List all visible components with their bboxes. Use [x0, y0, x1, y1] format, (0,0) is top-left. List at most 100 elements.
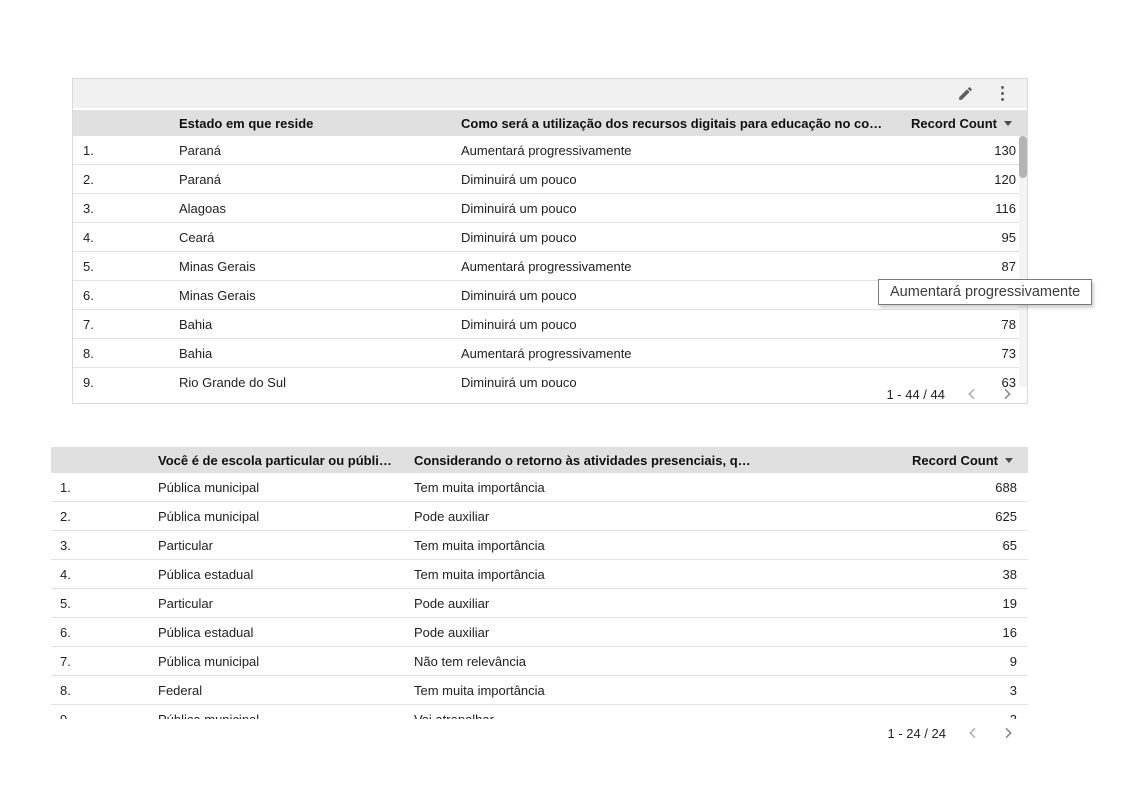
table1-header-row: Estado em que reside Como será a utiliza…	[73, 110, 1027, 136]
row-index: 8.	[60, 682, 71, 698]
record-count-cell: 120	[994, 171, 1016, 187]
estado-cell: Minas Gerais	[179, 258, 256, 274]
prev-page-icon[interactable]	[964, 386, 980, 402]
table1-pagination: 1 - 44 / 44	[886, 386, 1015, 402]
cell-hover-tooltip: Aumentará progressivamente	[878, 279, 1093, 305]
table1-header-estado[interactable]: Estado em que reside	[179, 115, 314, 131]
row-index: 3.	[83, 200, 94, 216]
record-count-cell: 3	[1009, 711, 1017, 720]
row-index: 4.	[83, 229, 94, 245]
resposta-cell: Tem muita importância	[414, 566, 545, 582]
estado-cell: Ceará	[179, 229, 215, 245]
record-count-cell: 19	[1002, 595, 1017, 611]
estado-cell: Paraná	[179, 142, 221, 158]
row-index: 8.	[83, 345, 94, 361]
row-index: 5.	[60, 595, 71, 611]
record-count-cell: 130	[994, 142, 1016, 158]
record-count-cell: 3	[1009, 682, 1017, 698]
table-row[interactable]: 6. Pública estadual Pode auxiliar 16	[51, 618, 1028, 647]
estado-cell: Bahia	[179, 345, 213, 361]
sort-desc-icon	[1005, 457, 1013, 463]
row-index: 4.	[60, 566, 71, 582]
table-row[interactable]: 3. Particular Tem muita importância 65	[51, 531, 1028, 560]
record-count-cell: 625	[995, 508, 1017, 524]
estado-cell: Minas Gerais	[179, 287, 256, 303]
escola-cell: Pública municipal	[158, 711, 260, 720]
table-chart-escola: Você é de escola particular ou públi… Co…	[51, 447, 1028, 747]
table-row[interactable]: 1. Paraná Aumentará progressivamente 130	[73, 136, 1027, 165]
table-row[interactable]: 7. Pública municipal Não tem relevância …	[51, 647, 1028, 676]
table-row[interactable]: 3. Alagoas Diminuirá um pouco 116	[73, 194, 1027, 223]
table1-body: 1. Paraná Aumentará progressivamente 130…	[73, 136, 1027, 387]
escola-cell: Particular	[158, 595, 213, 611]
resposta-cell: Tem muita importância	[414, 537, 545, 553]
table-row[interactable]: 9. Rio Grande do Sul Diminuirá um pouco …	[73, 368, 1027, 387]
row-index: 9.	[60, 711, 71, 720]
resposta-cell: Vai atrapalhar	[414, 711, 494, 720]
record-count-cell: 116	[995, 200, 1016, 216]
table-row[interactable]: 9. Pública municipal Vai atrapalhar 3	[51, 705, 1028, 719]
table-row[interactable]: 2. Paraná Diminuirá um pouco 120	[73, 165, 1027, 194]
table-row[interactable]: 5. Particular Pode auxiliar 19	[51, 589, 1028, 618]
page-range-label: 1 - 24 / 24	[887, 725, 946, 741]
record-count-cell: 16	[1002, 624, 1017, 640]
row-index: 5.	[83, 258, 94, 274]
escola-cell: Pública estadual	[158, 566, 254, 582]
row-index: 6.	[83, 287, 94, 303]
resposta-cell: Diminuirá um pouco	[461, 229, 577, 245]
record-count-cell: 73	[1001, 345, 1016, 361]
table-row[interactable]: 4. Pública estadual Tem muita importânci…	[51, 560, 1028, 589]
table2-header-row: Você é de escola particular ou públi… Co…	[51, 447, 1028, 473]
escola-cell: Pública estadual	[158, 624, 254, 640]
chart-toolbar	[73, 79, 1027, 108]
estado-cell: Paraná	[179, 171, 221, 187]
estado-cell: Bahia	[179, 316, 213, 332]
vertical-scrollbar-thumb[interactable]	[1019, 136, 1027, 178]
table2-header-record-count[interactable]: Record Count	[888, 453, 1028, 468]
escola-cell: Federal	[158, 682, 203, 698]
sort-desc-icon	[1004, 120, 1012, 126]
estado-cell: Alagoas	[179, 200, 226, 216]
table2-body: 1. Pública municipal Tem muita importânc…	[51, 473, 1028, 719]
row-index: 1.	[83, 142, 94, 158]
resposta-cell: Pode auxiliar	[414, 624, 490, 640]
table-row[interactable]: 4. Ceará Diminuirá um pouco 95	[73, 223, 1027, 252]
resposta-cell: Diminuirá um pouco	[461, 200, 577, 216]
table-row[interactable]: 6. Minas Gerais Diminuirá um pouco	[73, 281, 1027, 310]
resposta-cell: Aumentará progressivamente	[461, 142, 632, 158]
row-index: 7.	[60, 653, 71, 669]
table1-header-record-count[interactable]: Record Count	[887, 116, 1027, 131]
estado-cell: Rio Grande do Sul	[179, 374, 286, 388]
table-row[interactable]: 8. Federal Tem muita importância 3	[51, 676, 1028, 705]
record-count-cell: 9	[1009, 653, 1017, 669]
table-row[interactable]: 1. Pública municipal Tem muita importânc…	[51, 473, 1028, 502]
resposta-cell: Pode auxiliar	[414, 595, 490, 611]
table-chart-estado: Estado em que reside Como será a utiliza…	[72, 78, 1028, 404]
prev-page-icon[interactable]	[965, 725, 981, 741]
toolbar-divider	[73, 108, 1027, 110]
table-row[interactable]: 5. Minas Gerais Aumentará progressivamen…	[73, 252, 1027, 281]
escola-cell: Pública municipal	[158, 653, 260, 669]
table1-header-recursos[interactable]: Como será a utilização dos recursos digi…	[461, 115, 883, 131]
record-count-cell: 87	[1001, 258, 1016, 274]
row-index: 2.	[60, 508, 71, 524]
table2-header-escola[interactable]: Você é de escola particular ou públi…	[158, 452, 392, 468]
record-count-cell: 65	[1002, 537, 1017, 553]
more-options-icon[interactable]	[998, 84, 1008, 104]
row-index: 2.	[83, 171, 94, 187]
resposta-cell: Diminuirá um pouco	[461, 316, 577, 332]
table2-header-retorno[interactable]: Considerando o retorno às atividades pre…	[414, 452, 751, 468]
row-index: 9.	[83, 374, 94, 388]
resposta-cell: Aumentará progressivamente	[461, 258, 632, 274]
next-page-icon[interactable]	[1000, 725, 1016, 741]
edit-pencil-icon[interactable]	[957, 85, 974, 102]
record-count-cell: 688	[995, 479, 1017, 495]
resposta-cell: Aumentará progressivamente	[461, 345, 632, 361]
table-row[interactable]: 2. Pública municipal Pode auxiliar 625	[51, 502, 1028, 531]
next-page-icon[interactable]	[999, 386, 1015, 402]
row-index: 7.	[83, 316, 94, 332]
table-row[interactable]: 8. Bahia Aumentará progressivamente 73	[73, 339, 1027, 368]
table-row[interactable]: 7. Bahia Diminuirá um pouco 78	[73, 310, 1027, 339]
vertical-scrollbar-track[interactable]	[1019, 136, 1027, 387]
